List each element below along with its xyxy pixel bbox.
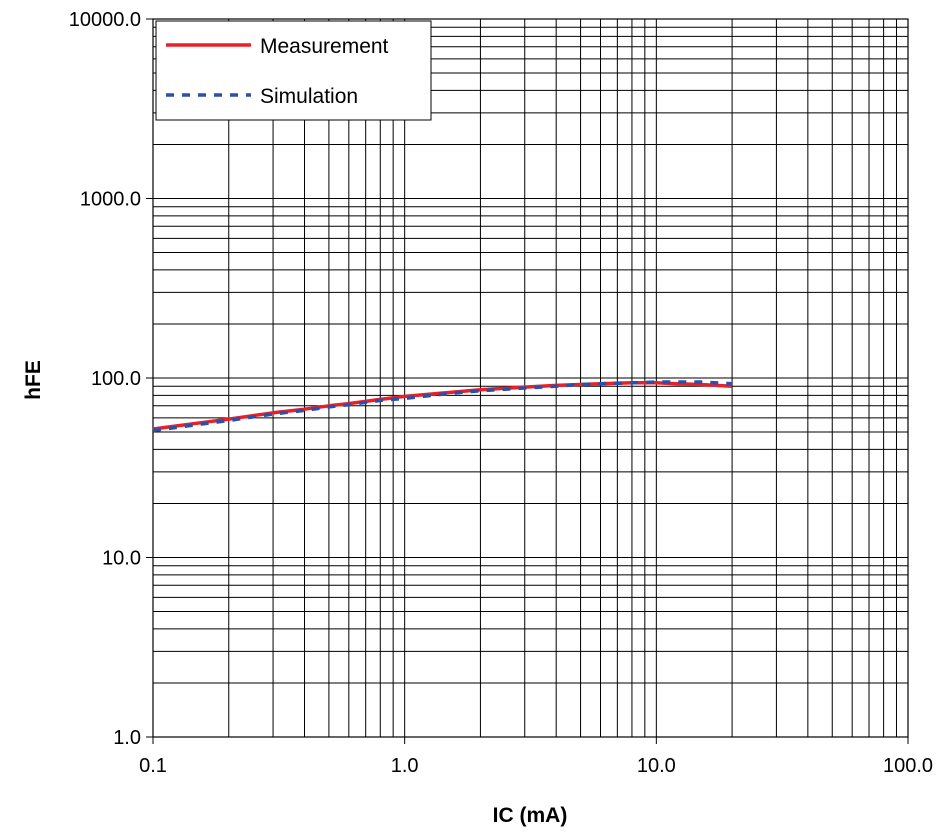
x-tick-label: 0.1 <box>139 755 167 777</box>
legend: Measurement Simulation <box>155 20 432 121</box>
y-tick-label: 10.0 <box>102 548 141 570</box>
legend-box <box>155 20 432 121</box>
legend-label-measurement: Measurement <box>260 35 389 58</box>
y-axis-title: hFE <box>22 360 45 400</box>
series-line-simulation <box>152 380 733 433</box>
y-tick-label: 100.0 <box>91 368 141 390</box>
series-group <box>152 380 733 433</box>
x-tick-label: 100.0 <box>883 755 933 777</box>
x-axis-title: IC (mA) <box>493 804 568 827</box>
grid <box>152 19 908 738</box>
y-tick-label: 10000.0 <box>69 9 141 31</box>
y-tick-label: 1000.0 <box>80 189 141 211</box>
x-tick-label: 10.0 <box>637 755 676 777</box>
x-tick-label: 1.0 <box>391 755 419 777</box>
y-tick-label: 1.0 <box>113 727 141 749</box>
x-axis-ticks: 0.1 1.0 10.0 100.0 <box>139 737 933 777</box>
y-axis-ticks: 1.0 10.0 100.0 1000.0 10000.0 <box>69 9 153 749</box>
legend-label-simulation: Simulation <box>260 85 358 108</box>
